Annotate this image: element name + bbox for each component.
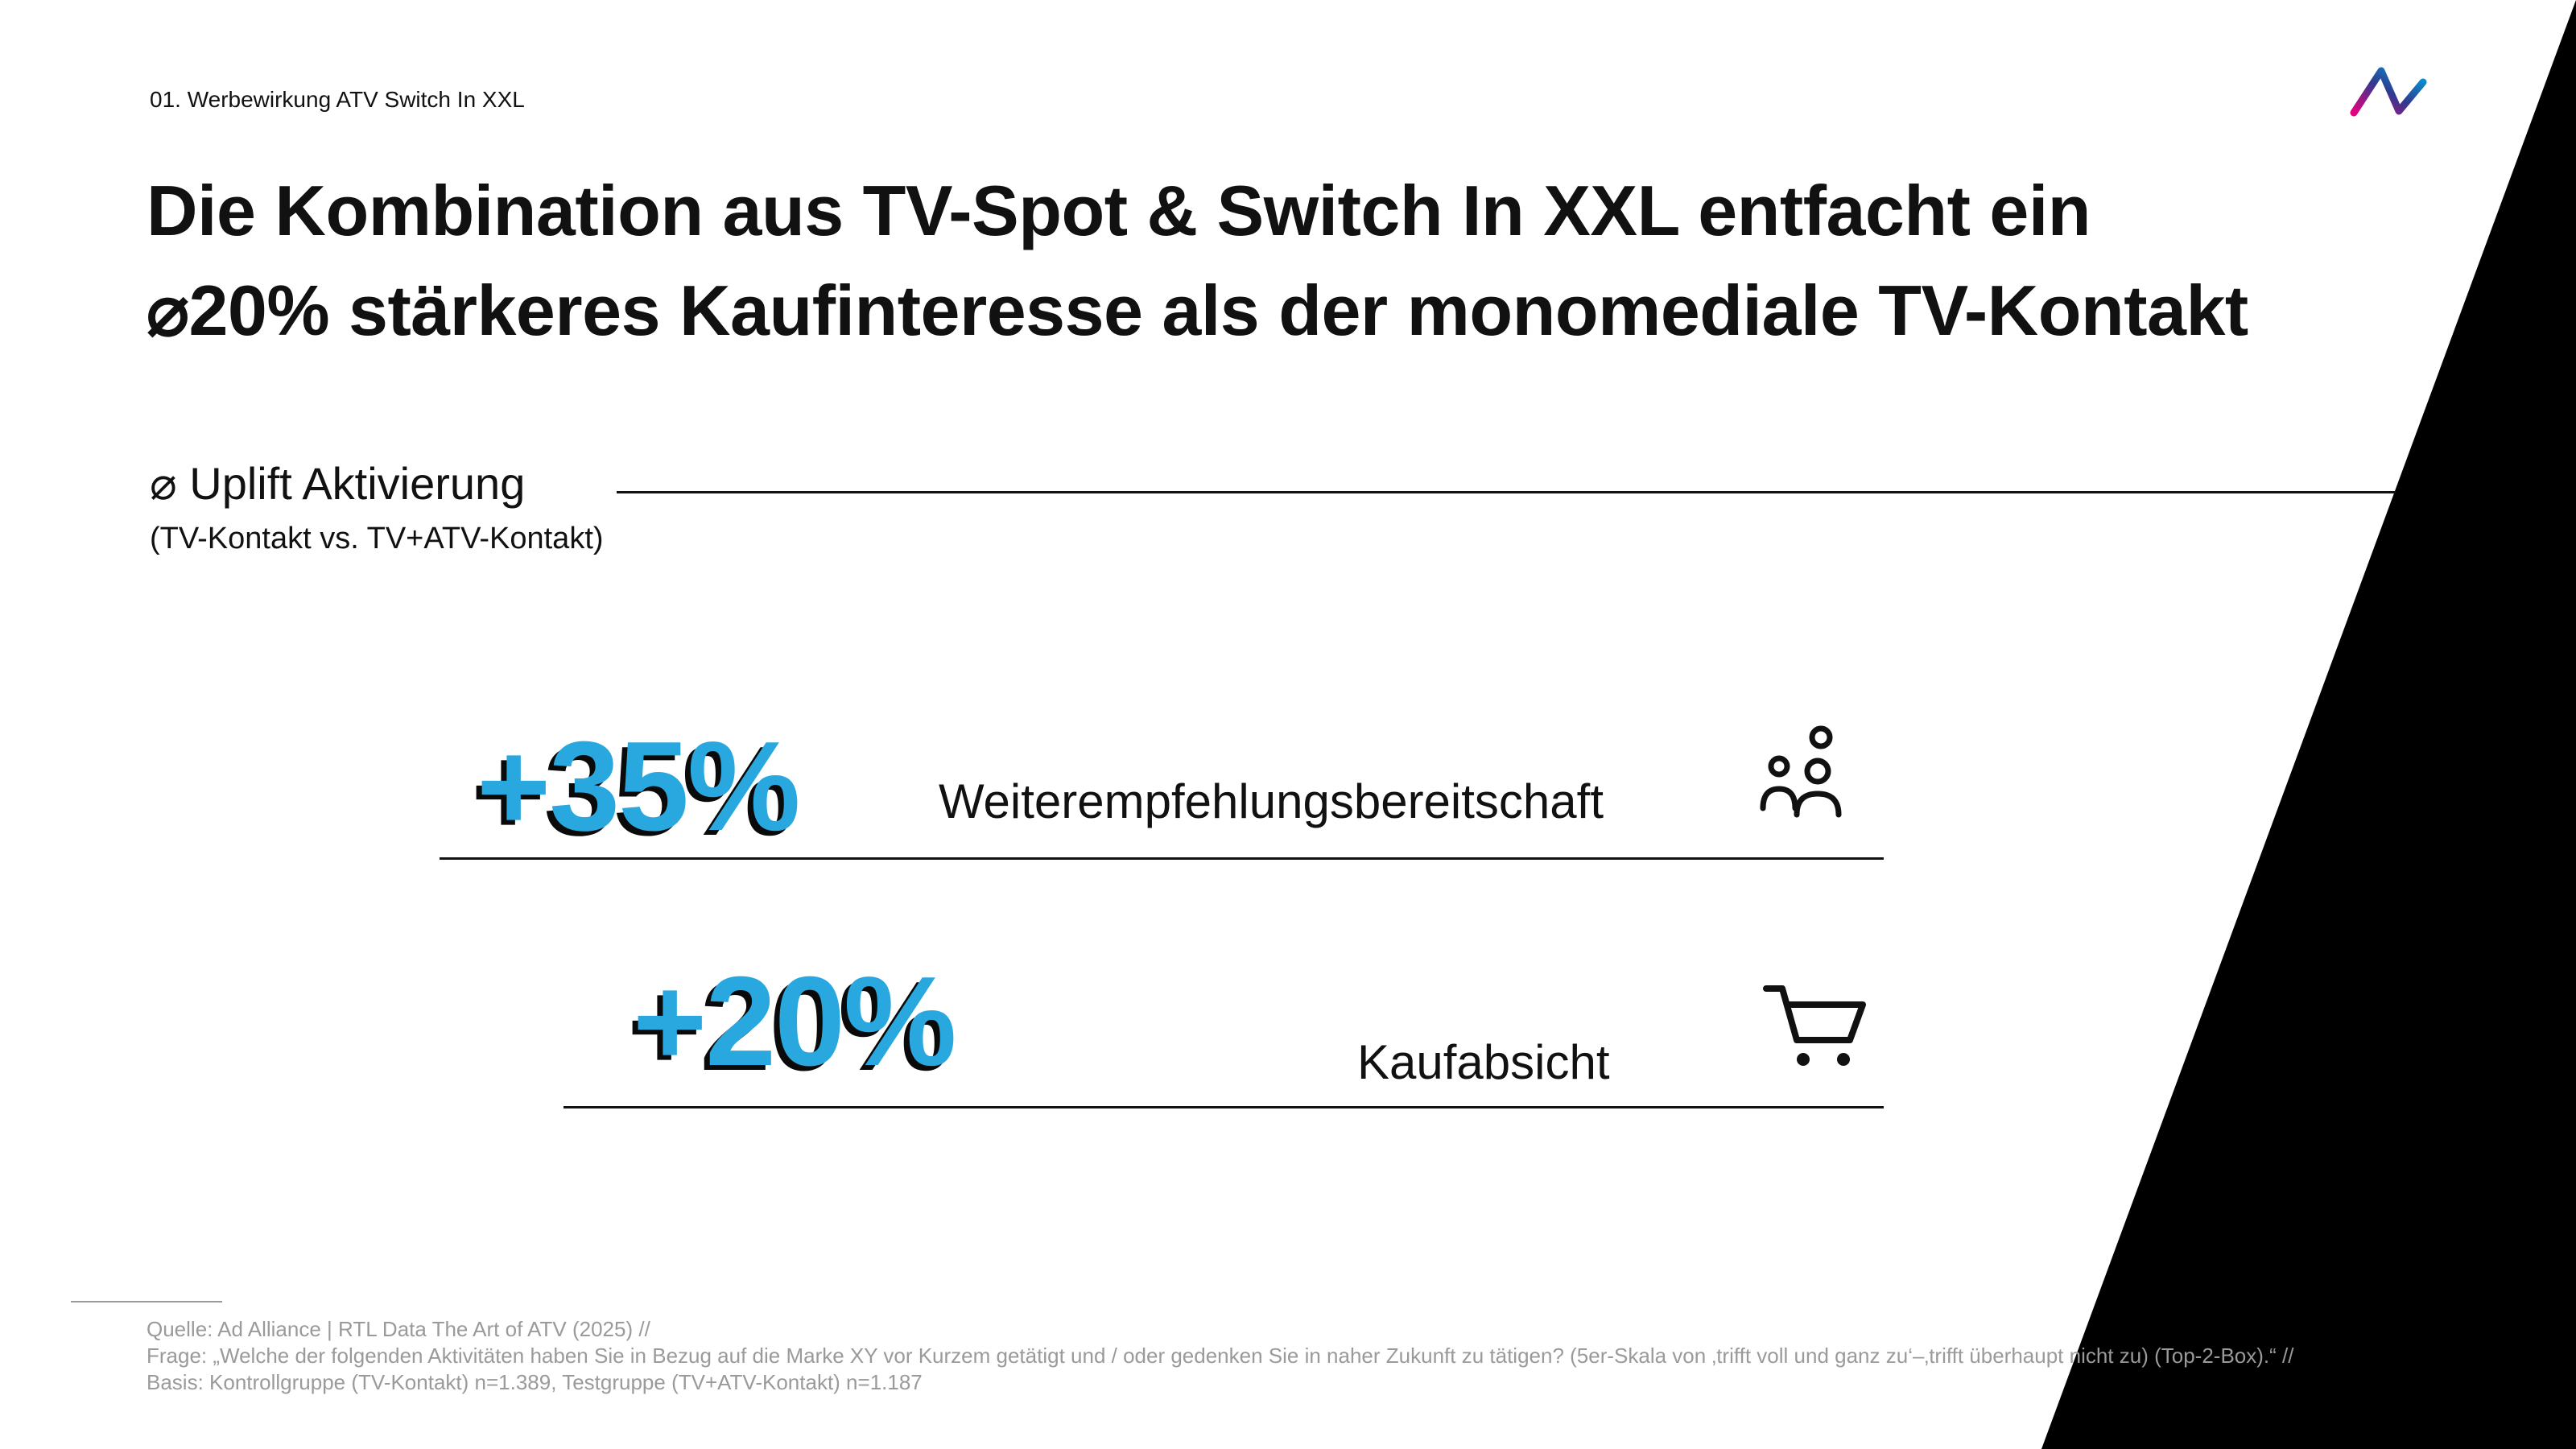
metric-subheading: (TV-Kontakt vs. TV+ATV-Kontakt): [150, 522, 604, 555]
metric-divider-1: [440, 857, 1884, 860]
page-title: Die Kombination aus TV-Spot & Switch In …: [147, 161, 2248, 361]
metric-value-recommendation: +35%: [477, 716, 801, 857]
heading-divider: [617, 491, 2396, 493]
footnote-question: Frage: „Welche der folgenden Aktivitäten…: [147, 1344, 2294, 1368]
metric-heading: ⌀ Uplift Aktivierung: [150, 458, 526, 509]
footnote-divider: [71, 1301, 222, 1302]
metric-label-purchase-intent: Kaufabsicht: [1357, 1035, 1610, 1089]
footnote-basis: Basis: Kontrollgruppe (TV-Kontakt) n=1.3…: [147, 1370, 923, 1394]
metric-divider-2: [564, 1106, 1884, 1108]
people-icon: [1760, 725, 1842, 818]
headline-line-1: Die Kombination aus TV-Spot & Switch In …: [147, 171, 2091, 250]
ad-alliance-logo-icon: [2350, 67, 2427, 117]
headline-line-2: ⌀20% stärkeres Kaufinteresse als der mon…: [147, 270, 2248, 350]
metric-value-purchase-intent: +20%: [633, 951, 957, 1092]
metric-label-recommendation: Weiterempfehlungsbereitschaft: [939, 774, 1604, 828]
section-label: 01. Werbewirkung ATV Switch In XXL: [150, 87, 525, 112]
shopping-cart-icon: [1763, 985, 1866, 1066]
footnote-source: Quelle: Ad Alliance | RTL Data The Art o…: [147, 1317, 650, 1341]
